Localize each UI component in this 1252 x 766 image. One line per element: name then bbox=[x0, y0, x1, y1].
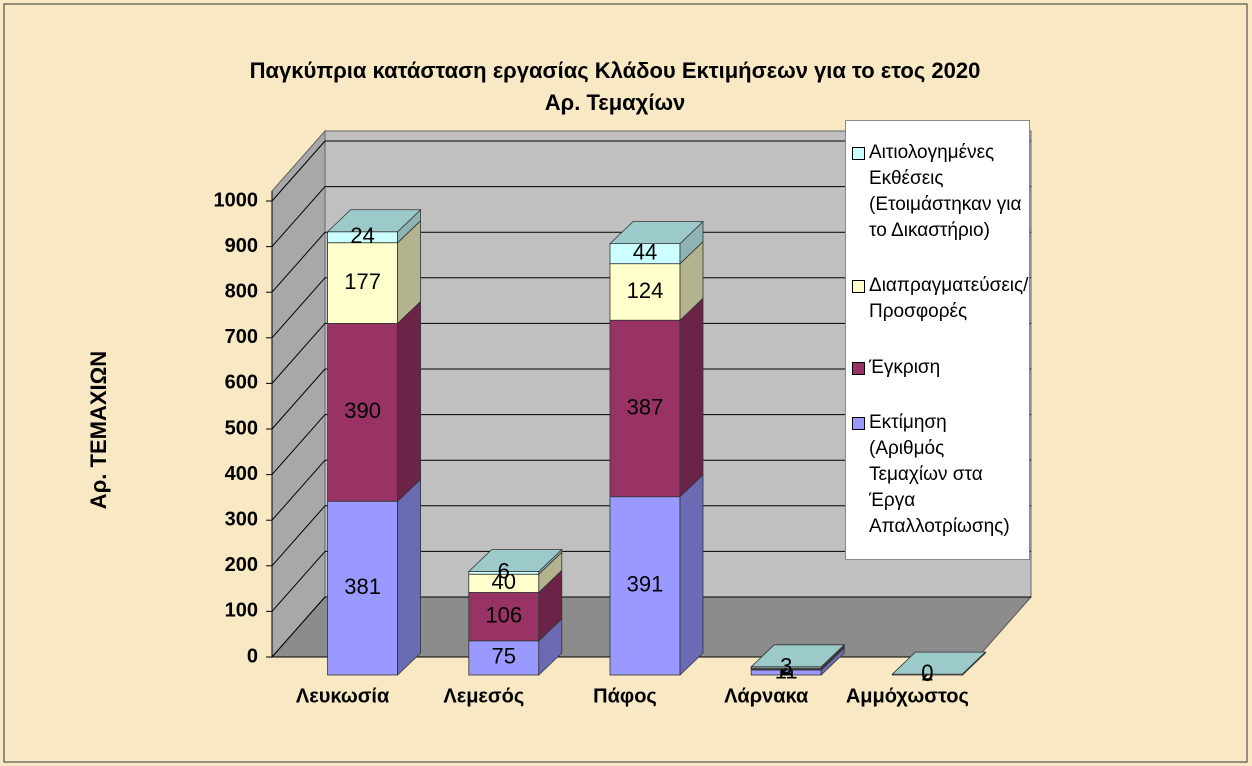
side-wall bbox=[271, 129, 326, 659]
data-label: 75 bbox=[492, 644, 516, 669]
bar-side bbox=[397, 300, 422, 503]
data-label: 391 bbox=[627, 572, 664, 597]
legend-entry: Έγκριση bbox=[852, 355, 1023, 381]
y-tick-label: 0 bbox=[247, 645, 258, 667]
data-label: 390 bbox=[344, 398, 381, 423]
grid-line bbox=[271, 323, 326, 384]
bar-segment bbox=[327, 323, 399, 502]
legend-swatch bbox=[852, 361, 865, 375]
y-tick-label: 300 bbox=[225, 508, 258, 530]
bar-side bbox=[679, 473, 704, 676]
legend-swatch bbox=[852, 146, 865, 160]
x-tick-label: Λευκωσία bbox=[296, 685, 390, 707]
data-label: 6 bbox=[498, 559, 510, 584]
bar-top bbox=[467, 549, 563, 572]
grid-line bbox=[271, 277, 326, 339]
data-label: 3 bbox=[780, 653, 792, 678]
legend-entry: Αιτιολογημένες Εκθέσεις (Ετοιμάστηκαν γι… bbox=[852, 140, 1023, 244]
bar-side bbox=[397, 478, 422, 676]
x-tick-label: Αμμόχωστος bbox=[846, 685, 969, 707]
x-tick-label: Λεμεσός bbox=[443, 685, 524, 707]
bar-segment bbox=[609, 263, 681, 321]
legend-label: Διαπραγματεύσεις/ Προσφορές bbox=[869, 275, 1029, 323]
bar-segment bbox=[327, 500, 399, 676]
chart-border bbox=[3, 3, 1248, 763]
legend-swatch bbox=[852, 280, 865, 294]
legend-label: Έγκριση bbox=[869, 356, 941, 378]
bar-top bbox=[326, 209, 422, 233]
legend-entry: Εκτίμηση (Αριθμός Τεμαχίων στα Έργα Απαλ… bbox=[852, 410, 1023, 540]
y-tick-label: 600 bbox=[225, 372, 258, 394]
grid-line bbox=[271, 459, 326, 521]
legend-label: Αιτιολογημένες Εκθέσεις (Ετοιμάστηκαν γι… bbox=[869, 141, 1022, 241]
chart-subtitle: Αρ. Τεμαχίων bbox=[545, 90, 686, 115]
data-label: 177 bbox=[344, 269, 381, 294]
grid-line bbox=[271, 231, 326, 293]
data-label: 0 bbox=[921, 660, 933, 685]
bar-segment bbox=[327, 242, 399, 324]
bar-top bbox=[609, 221, 704, 245]
grid-line bbox=[271, 186, 326, 247]
legend-label: Εκτίμηση (Αριθμός Τεμαχίων στα Έργα Απαλ… bbox=[869, 412, 1010, 538]
bar-top bbox=[891, 651, 987, 675]
data-label: 124 bbox=[627, 278, 664, 303]
grid-line bbox=[271, 414, 326, 475]
bar-side bbox=[679, 297, 704, 498]
y-tick-label: 700 bbox=[225, 326, 258, 348]
grid-line bbox=[271, 140, 326, 202]
y-tick-label: 1000 bbox=[214, 189, 259, 211]
bar-segment bbox=[468, 640, 540, 676]
grid-line bbox=[271, 596, 326, 658]
y-tick-label: 100 bbox=[225, 600, 258, 622]
legend: Αιτιολογημένες Εκθέσεις (Ετοιμάστηκαν γι… bbox=[845, 120, 1030, 560]
bar-top bbox=[750, 644, 846, 668]
y-tick-label: 900 bbox=[225, 235, 258, 257]
x-tick-label: Πάφος bbox=[593, 685, 657, 707]
data-label: 387 bbox=[627, 394, 664, 419]
grid-line bbox=[271, 505, 326, 567]
y-axis-label: Αρ. ΤΕΜΑΧΙΩΝ bbox=[86, 351, 111, 509]
data-label: 381 bbox=[344, 574, 381, 599]
legend-entry: Διαπραγματεύσεις/ Προσφορές bbox=[852, 273, 1028, 325]
data-label: 24 bbox=[350, 223, 374, 248]
grid-line bbox=[271, 551, 326, 612]
data-label: 44 bbox=[633, 239, 657, 264]
chart-title: Παγκύπρια κατάσταση εργασίας Κλάδου Εκτι… bbox=[250, 58, 981, 83]
y-tick-label: 800 bbox=[225, 280, 258, 302]
x-tick-label: Λάρνακα bbox=[724, 685, 809, 707]
y-tick-label: 200 bbox=[225, 554, 258, 576]
y-tick-label: 500 bbox=[225, 417, 258, 439]
grid-line bbox=[271, 368, 326, 430]
legend-swatch bbox=[852, 417, 865, 431]
bar-segment bbox=[468, 592, 540, 642]
y-tick-label: 400 bbox=[225, 463, 258, 485]
data-label: 106 bbox=[485, 602, 522, 627]
bar-segment bbox=[609, 319, 681, 498]
